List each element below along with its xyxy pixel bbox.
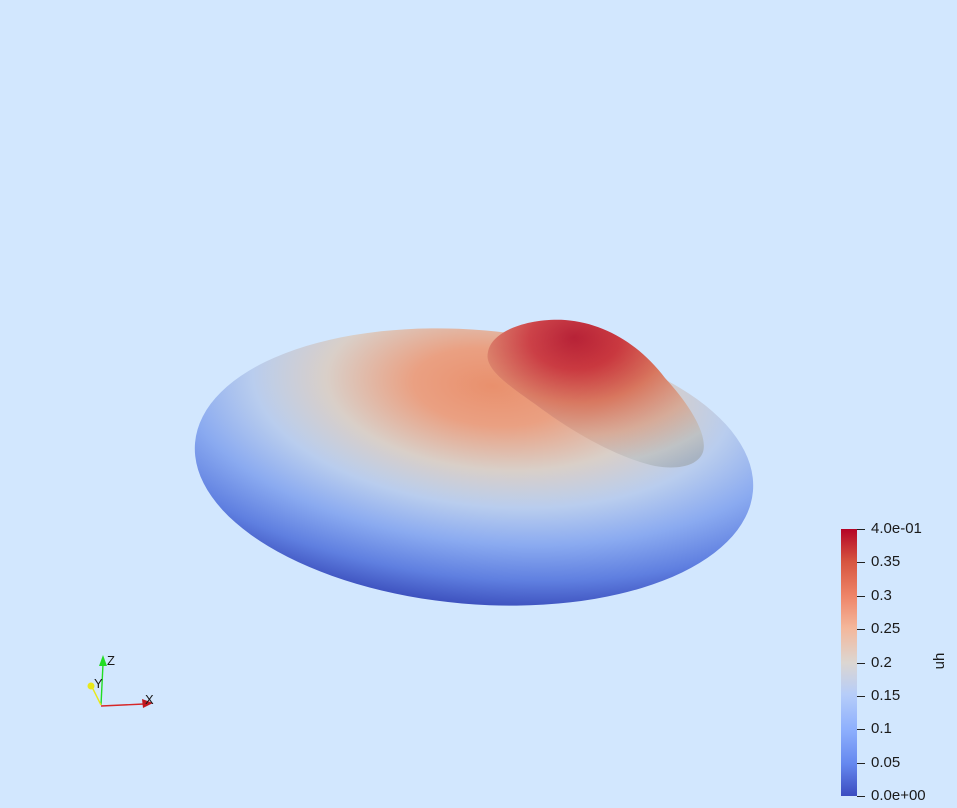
scalar-bar-tick — [857, 696, 865, 697]
z-axis-arrow-icon — [99, 655, 107, 666]
scalar-bar-tick — [857, 529, 865, 530]
scalar-bar-tick-label: 0.05 — [871, 754, 901, 771]
orientation-axes-widget[interactable]: Z Y X — [80, 650, 160, 712]
x-axis-label: X — [145, 692, 154, 707]
scalar-bar-title: uh — [931, 652, 948, 670]
scalar-bar-tick — [857, 729, 865, 730]
scalar-bar-tick-label: 0.35 — [871, 553, 901, 570]
scalar-bar-tick — [857, 596, 865, 597]
scalar-bar-tick-label: 0.3 — [871, 587, 892, 604]
z-axis-label: Z — [107, 653, 115, 668]
y-axis-line — [91, 686, 102, 706]
scalar-bar-tick — [857, 562, 865, 563]
scalar-bar-tick-label: 0.25 — [871, 620, 901, 637]
y-axis-arrow-icon — [87, 682, 95, 690]
scalar-bar-tick — [857, 629, 865, 630]
y-axis-label: Y — [94, 676, 103, 691]
scalar-bar-tick-label: 0.2 — [871, 654, 892, 671]
x-axis-arrow-icon — [142, 699, 153, 708]
scalar-bar-tick — [857, 663, 865, 664]
scalar-bar-tick-label: 4.0e-01 — [871, 520, 922, 537]
scalar-bar-tick-label: 0.15 — [871, 687, 901, 704]
scalar-bar-tick — [857, 796, 865, 797]
scalar-bar — [841, 529, 857, 796]
scalar-bar-tick — [857, 763, 865, 764]
z-axis-line — [100, 663, 104, 706]
scalar-bar-gradient — [841, 529, 857, 796]
scalar-bar-tick-label: 0.1 — [871, 720, 892, 737]
scalar-bar-tick-label: 0.0e+00 — [871, 787, 926, 804]
x-axis-line — [100, 703, 145, 707]
solution-surface-peak-shading — [487, 319, 704, 468]
